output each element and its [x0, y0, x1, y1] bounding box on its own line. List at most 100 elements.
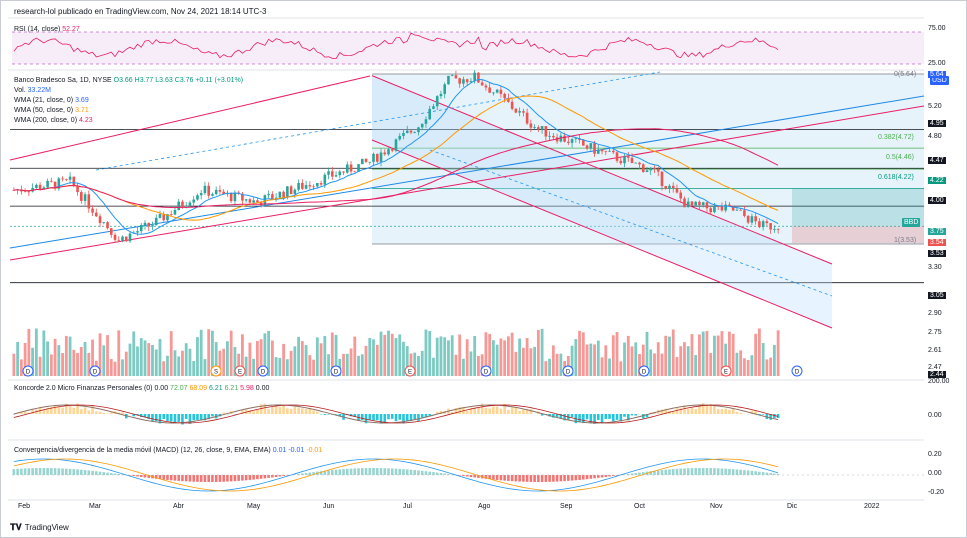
event-marker-label: D: [484, 370, 489, 376]
volume-bar: [683, 342, 686, 376]
macd-bar: [117, 474, 121, 475]
volume-bar: [447, 340, 450, 376]
candle-body: [589, 143, 593, 149]
macd-bar: [567, 475, 570, 481]
volume-bar: [675, 357, 679, 376]
macd-bar: [327, 470, 330, 475]
volume-bar: [671, 329, 675, 376]
koncorde-bar: [338, 414, 342, 417]
candle-body: [61, 178, 64, 180]
candle-body: [31, 187, 34, 192]
candle-body: [188, 202, 192, 206]
ticker-tag[interactable]: BBD: [902, 218, 921, 227]
symbol-legend[interactable]: Banco Bradesco Sa, 1D, NYSE O3.66 H3.77 …: [14, 76, 243, 85]
candle-body: [409, 130, 413, 133]
macd-bar: [660, 470, 664, 475]
macd-legend[interactable]: Convergencia/divergencia de la media móv…: [14, 446, 322, 455]
volume-bar: [641, 344, 645, 376]
macd-bar: [360, 468, 364, 475]
macd-bar: [364, 468, 368, 475]
koncorde-bar: [106, 413, 109, 414]
candle-body: [716, 206, 720, 207]
macd-bar: [20, 468, 23, 475]
volume-bar: [720, 331, 724, 376]
volume-bar: [158, 338, 162, 376]
candle-body: [773, 229, 776, 230]
volume-bar: [743, 358, 746, 376]
tradingview-logo[interactable]: 𝐓𝐕 TradingView: [10, 522, 69, 533]
macd-bar: [507, 475, 510, 481]
macd-bar: [638, 472, 641, 475]
koncorde-legend[interactable]: Koncorde 2.0 Micro Finanzas Personales (…: [14, 384, 269, 393]
volume-bar: [506, 336, 510, 376]
macd-bar: [256, 475, 259, 480]
koncorde-bar: [664, 408, 668, 414]
volume-bar: [342, 353, 345, 376]
volume-bar: [72, 349, 76, 376]
volume-bar: [492, 340, 495, 376]
volume-bar: [488, 333, 492, 376]
tv-logo-icon: 𝐓𝐕: [10, 522, 22, 532]
koncorde-bar: [585, 414, 589, 420]
candle-body: [413, 132, 417, 133]
koncorde-bar: [68, 405, 72, 414]
volume-bar: [319, 343, 323, 376]
volume-bar: [499, 338, 503, 376]
candle-body: [94, 212, 98, 217]
candle-body: [683, 198, 686, 208]
candle-body: [218, 189, 222, 192]
volume-bar: [394, 338, 398, 376]
volume-legend[interactable]: Vol. 33.22M: [14, 86, 51, 95]
candle-body: [390, 149, 394, 151]
volume-bar: [578, 330, 581, 376]
trendline-pink: [9, 105, 925, 261]
volume-bar: [372, 339, 375, 376]
candle-body: [469, 81, 473, 83]
koncorde-bar: [147, 414, 151, 420]
macd-bar: [113, 473, 117, 475]
candle-body: [338, 171, 342, 176]
macd-bar: [214, 475, 218, 482]
event-marker: [210, 365, 222, 377]
candle-body: [353, 171, 357, 173]
trendline-blue: [9, 95, 925, 249]
wma50-label: WMA (50, close, 0): [14, 107, 74, 114]
macd-bar: [724, 468, 727, 475]
macd-bar: [608, 475, 611, 477]
candle-body: [473, 72, 476, 82]
volume-bar: [12, 353, 16, 376]
rsi-line: [13, 32, 779, 60]
koncorde-bar: [750, 410, 754, 414]
macd-bar: [739, 469, 742, 475]
event-marker: [791, 365, 803, 377]
candle-body: [139, 224, 143, 232]
wma50-value: 3.71: [75, 107, 89, 114]
candle-body: [450, 75, 454, 77]
macd-bar: [641, 472, 645, 475]
macd-bar: [353, 468, 357, 475]
volume-bar: [772, 345, 776, 376]
candle-body: [574, 138, 578, 140]
candle-body: [656, 168, 660, 172]
macd-bar: [375, 468, 379, 475]
event-marker: [257, 365, 269, 377]
koncorde-bar: [211, 414, 214, 417]
candle-body: [582, 140, 585, 146]
macd-bar: [50, 468, 53, 475]
koncorde-bar: [679, 408, 683, 414]
koncorde-bar: [308, 407, 312, 414]
volume-bar: [323, 335, 327, 376]
volume-bar: [304, 345, 308, 376]
macd-bar: [248, 475, 252, 480]
currency-badge[interactable]: USD: [930, 76, 949, 85]
volume-bar: [533, 346, 537, 376]
koncorde-bar: [278, 407, 282, 414]
koncorde-label: Koncorde 2.0 Micro Finanzas Personales (…: [14, 385, 153, 392]
wma50-legend[interactable]: WMA (50, close, 0) 3.71: [14, 106, 89, 115]
wma21-legend[interactable]: WMA (21, close, 0) 3.69: [14, 96, 89, 105]
wma200-legend[interactable]: WMA (200, close, 0) 4.23: [14, 116, 93, 125]
candle-body: [630, 157, 634, 164]
candle-body: [623, 156, 626, 164]
candle-body: [477, 72, 480, 83]
